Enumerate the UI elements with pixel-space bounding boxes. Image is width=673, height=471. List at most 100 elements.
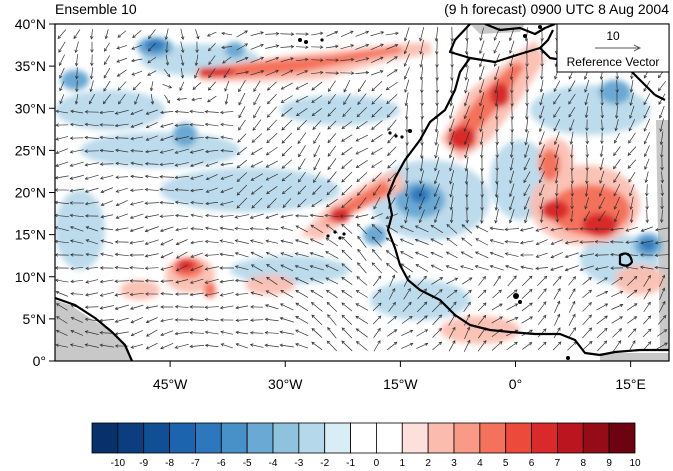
wind-arrow — [371, 262, 383, 274]
wind-arrow — [325, 237, 339, 247]
wind-arrow — [415, 264, 429, 272]
wind-arrow — [371, 106, 383, 118]
wind-arrow — [219, 292, 234, 297]
wind-arrow — [207, 43, 216, 52]
wind-arrow — [194, 54, 199, 67]
wind-arrow — [461, 224, 473, 234]
wind-arrow — [627, 146, 637, 156]
wind-arrow — [654, 253, 669, 258]
wind-arrow — [479, 79, 485, 94]
wind-arrow — [144, 214, 159, 219]
wind-arrow — [84, 187, 99, 193]
wind-arrow — [598, 197, 606, 210]
wind-arrow — [600, 79, 604, 94]
wind-arrow — [491, 303, 503, 311]
wind-arrow — [480, 144, 484, 159]
wind-arrow — [190, 227, 204, 231]
wind-arrow — [114, 240, 129, 244]
wind-arrow — [220, 174, 234, 180]
wind-arrow — [69, 201, 84, 205]
wind-arrow — [416, 329, 429, 337]
wind-arrow — [478, 275, 486, 286]
wind-arrow — [357, 93, 367, 106]
wind-arrow — [234, 265, 249, 271]
wind-arrow — [205, 213, 219, 218]
colorbar-label: -8 — [165, 458, 174, 469]
wind-arrow — [58, 54, 65, 67]
wind-arrow — [460, 265, 474, 271]
wind-arrow — [643, 274, 651, 287]
wind-arrow — [114, 123, 129, 128]
wind-arrow — [145, 109, 158, 115]
wind-arrow — [449, 209, 454, 224]
wind-arrow — [418, 209, 425, 224]
wind-arrow — [115, 200, 128, 207]
wind-arrow — [100, 175, 114, 180]
wind-arrow — [629, 105, 635, 119]
wind-arrow — [416, 342, 429, 349]
wind-arrow — [494, 66, 500, 81]
wind-arrow — [479, 131, 484, 146]
wind-arrow — [539, 80, 544, 93]
wind-arrow — [114, 292, 129, 297]
wind-arrow — [252, 119, 262, 131]
wind-arrow — [326, 185, 338, 196]
wind-arrow — [100, 187, 114, 194]
wind-arrow — [370, 213, 383, 220]
wind-arrow — [325, 277, 339, 285]
wind-arrow — [311, 70, 324, 75]
wind-arrow — [341, 223, 353, 235]
wind-arrow — [508, 209, 515, 224]
wind-arrow — [611, 290, 624, 298]
wind-arrow — [114, 279, 129, 283]
wind-arrow — [295, 82, 309, 90]
wind-arrow — [159, 200, 174, 205]
wind-arrow — [85, 292, 99, 297]
wind-arrow — [431, 277, 444, 285]
wind-arrow — [434, 26, 439, 42]
wind-arrow — [189, 161, 204, 168]
wind-arrow — [399, 225, 414, 233]
wind-arrow — [540, 66, 544, 80]
wind-arrow — [356, 107, 368, 118]
wind-arrow — [204, 253, 219, 258]
wind-arrow — [281, 107, 293, 117]
wind-arrow — [144, 187, 159, 192]
wind-arrow — [311, 314, 323, 326]
wind-arrow — [594, 227, 609, 231]
wind-arrow — [509, 40, 515, 54]
wind-vector-field — [55, 26, 669, 352]
wind-arrow — [628, 340, 636, 352]
wind-arrow — [144, 201, 159, 205]
wind-arrow — [280, 290, 294, 298]
wind-arrow — [265, 146, 278, 156]
wind-arrow — [550, 239, 563, 246]
wind-arrow — [311, 81, 323, 91]
wind-arrow — [84, 174, 99, 180]
wind-arrow — [130, 317, 144, 324]
wind-arrow — [311, 199, 323, 207]
wind-arrow — [504, 265, 519, 271]
wind-arrow — [403, 40, 410, 55]
wind-arrow — [553, 80, 561, 93]
wind-arrow — [325, 264, 339, 272]
colorbar-box — [246, 422, 274, 454]
wind-arrow — [463, 301, 471, 312]
wind-arrow — [579, 227, 594, 231]
wind-arrow — [70, 316, 83, 323]
wind-arrow — [266, 198, 277, 209]
wind-arrow — [389, 274, 396, 287]
wind-arrow — [145, 317, 158, 324]
wind-arrow — [265, 251, 278, 258]
wind-arrow — [131, 44, 143, 50]
colorbar-label: 7 — [555, 458, 561, 469]
wind-arrow — [629, 92, 634, 106]
wind-arrow — [327, 93, 336, 105]
wind-arrow — [585, 170, 589, 185]
wind-arrow — [460, 251, 473, 259]
wind-arrow — [504, 227, 519, 232]
wind-arrow — [627, 328, 637, 338]
wind-arrow — [84, 305, 99, 309]
wind-arrow — [418, 183, 425, 197]
wind-arrow — [521, 275, 533, 287]
